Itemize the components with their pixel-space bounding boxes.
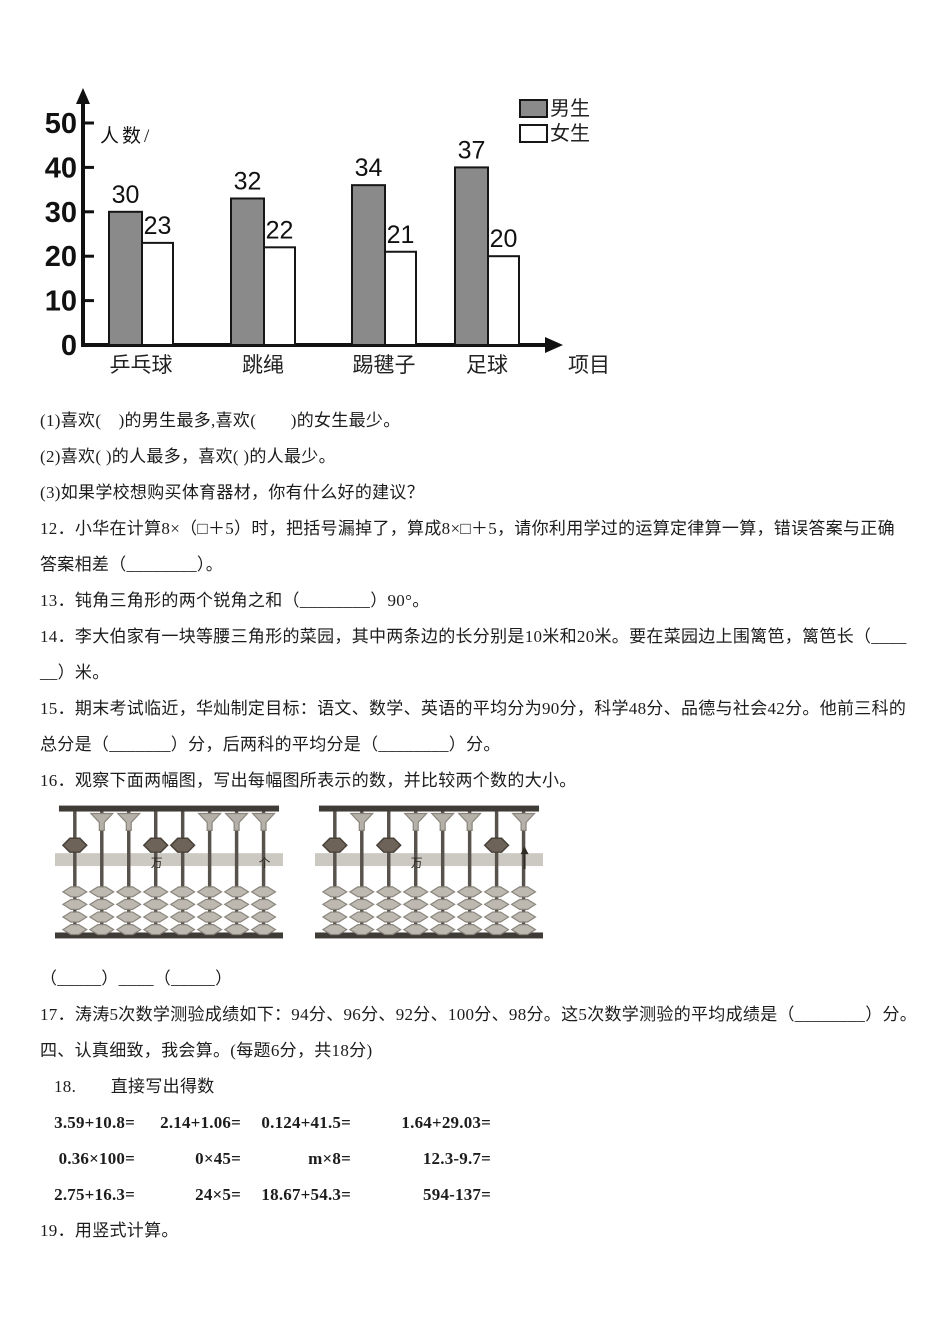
svg-text:21: 21 <box>387 221 415 249</box>
svg-text:个: 个 <box>259 856 271 870</box>
question-16: 16．观察下面两幅图，写出每幅图所表示的数，并比较两个数的大小。 <box>40 771 577 790</box>
calc-item: 0.36×100= <box>58 1149 135 1168</box>
calc-item: 594-137= <box>423 1185 491 1204</box>
svg-text:40: 40 <box>45 152 77 184</box>
calc-item: 2.14+1.06= <box>160 1113 241 1132</box>
svg-text:20: 20 <box>45 241 77 273</box>
svg-text:人数/: 人数/ <box>100 125 152 147</box>
svg-text:50: 50 <box>45 108 77 140</box>
q16-answer-blanks: （_____）____（_____） <box>40 969 233 988</box>
svg-text:项目: 项目 <box>568 353 610 377</box>
svg-text:男生: 男生 <box>550 97 590 120</box>
svg-text:乒乓球: 乒乓球 <box>110 353 173 377</box>
svg-text:0: 0 <box>61 330 77 362</box>
svg-text:37: 37 <box>458 136 486 164</box>
q11-sub3: (3)如果学校想购买体育器材，你有什么好的建议？ <box>40 483 425 502</box>
svg-text:10: 10 <box>45 286 77 318</box>
calc-item: 12.3-9.7= <box>422 1149 491 1168</box>
calc-item: 3.59+10.8= <box>54 1113 135 1132</box>
svg-text:23: 23 <box>144 212 172 240</box>
question-17: 17．涛涛5次数学测验成绩如下：94分、96分、92分、100分、98分。这5次… <box>40 1005 918 1024</box>
svg-text:踢毽子: 踢毽子 <box>353 353 416 377</box>
calc-item: 0.124+41.5= <box>261 1113 351 1132</box>
bar-chart-image: 0 10 20 30 40 50 人数/30 32 34 37 23 22 21 20 乒乓球 跳绳 踢毽子 足球… <box>45 88 610 377</box>
abacus-figures: 万个 万 <box>55 803 910 943</box>
abacus-right-image: 万 <box>315 805 543 939</box>
svg-text:万: 万 <box>411 856 423 870</box>
svg-text:女生: 女生 <box>550 122 590 145</box>
q11-sub2: (2)喜欢( )的人最多，喜欢( )的人最少。 <box>40 447 336 466</box>
svg-text:万: 万 <box>151 856 163 870</box>
svg-text:足球: 足球 <box>466 353 508 377</box>
question-12: 12．小华在计算8×（□＋5）时，把括号漏掉了，算成8×□＋5，请你利用学过的运… <box>40 519 895 574</box>
q18-calculation-grid: 3.59+10.8= 2.14+1.06= 0.124+41.5= 1.64+2… <box>40 1105 912 1213</box>
svg-text:20: 20 <box>490 225 518 253</box>
svg-text:22: 22 <box>266 216 294 244</box>
svg-text:30: 30 <box>45 197 77 229</box>
q11-sub1: (1)喜欢( )的男生最多,喜欢( )的女生最少。 <box>40 411 401 430</box>
question-15: 15．期末考试临近，华灿制定目标：语文、数学、英语的平均分为90分，科学48分、… <box>40 699 907 754</box>
exam-page: 0 10 20 30 40 50 人数/30 32 34 37 23 22 21 20 乒乓球 跳绳 踢毽子 足球… <box>40 85 918 1240</box>
question-13: 13．钝角三角形的两个锐角之和（________）90°。 <box>40 591 430 610</box>
question-19: 19．用竖式计算。 <box>40 1221 179 1240</box>
calc-item: m×8= <box>308 1149 351 1168</box>
abacus-left-image: 万个 <box>55 805 283 939</box>
question-14: 14．李大伯家有一块等腰三角形的菜园，其中两条边的长分别是10米和20米。要在菜… <box>40 627 907 682</box>
calc-item: 1.64+29.03= <box>401 1113 491 1132</box>
calc-item: 0×45= <box>195 1149 241 1168</box>
survey-bar-chart: 0 10 20 30 40 50 人数/30 32 34 37 23 22 21 20 乒乓球 跳绳 踢毽子 足球… <box>40 85 680 397</box>
svg-text:30: 30 <box>112 181 140 209</box>
svg-text:34: 34 <box>355 154 383 182</box>
calc-item: 2.75+16.3= <box>54 1185 135 1204</box>
section-4-header: 四、认真细致，我会算。(每题6分，共18分) <box>40 1041 373 1060</box>
svg-text:跳绳: 跳绳 <box>242 353 284 377</box>
svg-text:32: 32 <box>234 167 262 195</box>
question-18-label: 18. 直接写出得数 <box>54 1077 215 1096</box>
calc-item: 24×5= <box>195 1185 241 1204</box>
calc-item: 18.67+54.3= <box>261 1185 351 1204</box>
